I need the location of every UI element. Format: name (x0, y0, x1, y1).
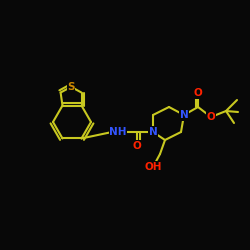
Text: S: S (67, 82, 75, 92)
Text: N: N (180, 110, 188, 120)
Text: N: N (148, 127, 158, 137)
Text: O: O (206, 112, 216, 122)
Text: O: O (194, 88, 202, 98)
Text: NH: NH (109, 127, 127, 137)
Text: O: O (132, 141, 141, 151)
Text: N: N (148, 127, 158, 137)
Text: OH: OH (144, 162, 162, 172)
